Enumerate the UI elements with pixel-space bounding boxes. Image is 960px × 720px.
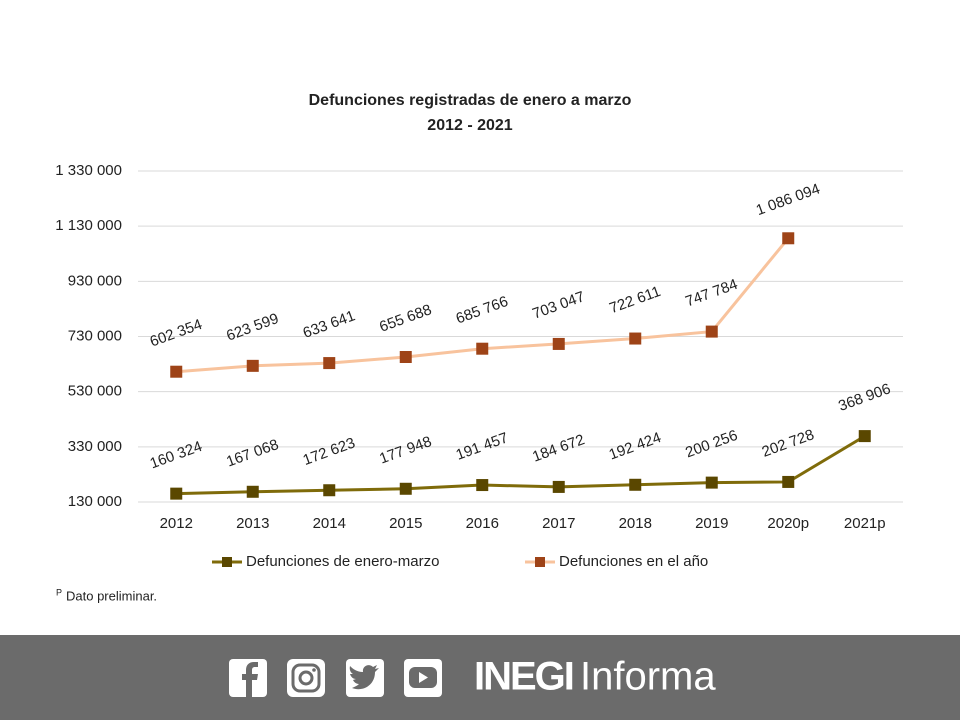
- y-tick-label: 330 000: [68, 438, 122, 455]
- y-tick-label: 730 000: [68, 327, 122, 344]
- y-tick-label: 1 330 000: [55, 162, 122, 179]
- data-label: 172 623: [301, 434, 358, 469]
- chart-subtitle: 2012 - 2021: [427, 117, 513, 134]
- point-marker: [629, 332, 642, 345]
- legend-marker: [222, 557, 232, 567]
- point-marker: [705, 476, 718, 489]
- point-marker: [476, 342, 489, 355]
- point-marker: [629, 478, 642, 491]
- point-marker: [476, 479, 489, 492]
- data-label: 184 672: [530, 431, 587, 466]
- x-tick-label: 2021p: [844, 515, 886, 532]
- point-marker: [170, 487, 183, 500]
- data-label: 191 457: [454, 429, 511, 464]
- x-tick-label: 2013: [236, 515, 269, 532]
- twitter-icon[interactable]: [346, 659, 384, 697]
- chart-title: Defunciones registradas de enero a marzo: [309, 92, 632, 109]
- point-marker: [246, 359, 259, 372]
- data-label: 655 688: [377, 301, 434, 336]
- point-marker: [323, 484, 336, 497]
- point-marker: [552, 337, 565, 350]
- x-tick-label: 2014: [313, 515, 346, 532]
- data-label: 1 086 094: [754, 180, 823, 219]
- point-marker: [246, 485, 259, 498]
- data-label: 703 047: [530, 288, 587, 323]
- footer-band: [0, 635, 960, 720]
- footnote-mark: P: [56, 587, 62, 597]
- footer-brand: INEGI: [474, 655, 573, 699]
- x-tick-label: 2015: [389, 515, 422, 532]
- y-tick-label: 1 130 000: [55, 217, 122, 234]
- x-tick-label: 2020p: [767, 515, 809, 532]
- x-tick-label: 2016: [466, 515, 499, 532]
- x-tick-label: 2019: [695, 515, 728, 532]
- data-label: 167 068: [224, 436, 281, 471]
- series-line: [176, 434, 866, 496]
- point-marker: [170, 365, 183, 378]
- data-label: 368 906: [836, 380, 893, 415]
- legend-label: Defunciones en el año: [559, 553, 708, 570]
- point-marker: [782, 475, 795, 488]
- point-marker: [399, 482, 412, 495]
- data-label: 722 611: [607, 283, 663, 317]
- point-marker: [782, 232, 795, 245]
- y-tick-label: 930 000: [68, 272, 122, 289]
- legend-label: Defunciones de enero-marzo: [246, 553, 439, 570]
- point-marker: [552, 480, 565, 493]
- footer: INEGI Informa: [0, 635, 960, 720]
- instagram-icon[interactable]: [287, 659, 325, 697]
- data-label: 160 324: [148, 438, 205, 473]
- point-marker: [705, 325, 718, 338]
- point-marker: [399, 350, 412, 363]
- legend-marker: [535, 557, 545, 567]
- x-tick-label: 2018: [619, 515, 652, 532]
- data-label: 602 354: [148, 316, 205, 351]
- data-label: 192 424: [607, 429, 664, 464]
- footer-product: Informa: [580, 655, 716, 699]
- data-label: 177 948: [377, 433, 434, 468]
- footnote-text: Dato preliminar.: [66, 588, 157, 603]
- youtube-icon[interactable]: [404, 659, 442, 697]
- y-tick-label: 530 000: [68, 383, 122, 400]
- data-label: 623 599: [224, 310, 281, 345]
- y-tick-label: 130 000: [68, 493, 122, 510]
- x-tick-label: 2012: [160, 515, 193, 532]
- data-label: 202 728: [760, 426, 817, 461]
- x-tick-label: 2017: [542, 515, 575, 532]
- point-marker: [858, 430, 871, 443]
- point-marker: [323, 357, 336, 370]
- data-label: 685 766: [454, 293, 511, 328]
- facebook-icon[interactable]: [229, 659, 267, 697]
- data-label: 200 256: [683, 427, 740, 462]
